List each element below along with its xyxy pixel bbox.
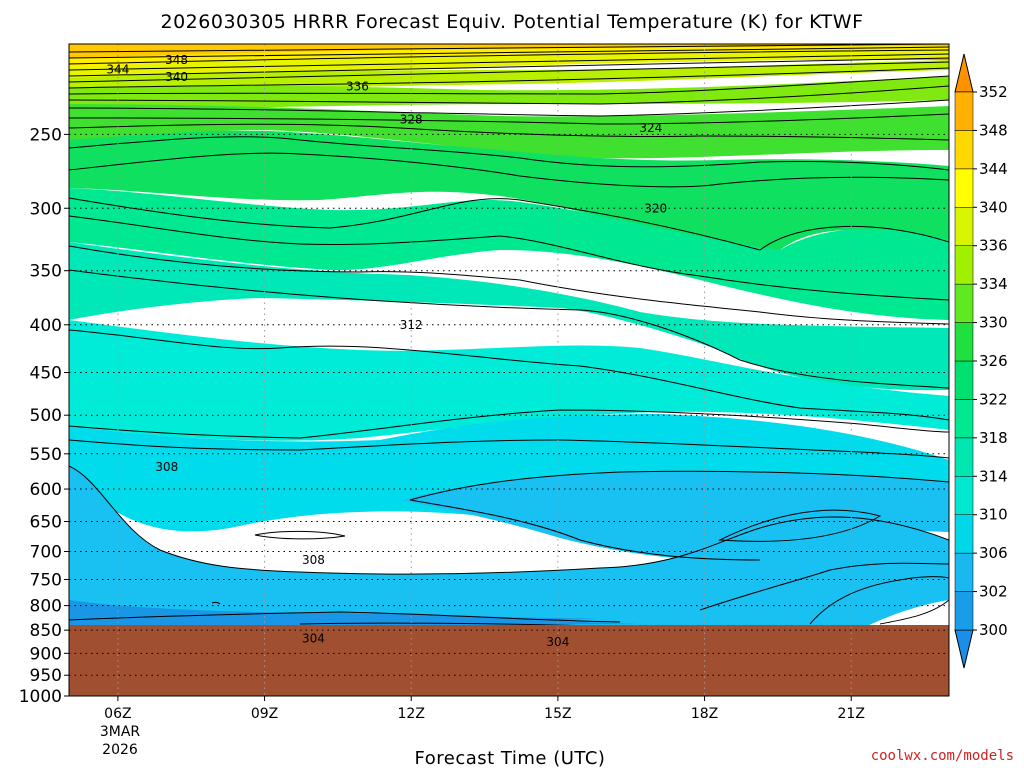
band-312	[69, 320, 949, 441]
colorbar-swatch	[954, 476, 974, 515]
contour-label-text: 320	[644, 201, 667, 215]
y-tick-label: 400	[30, 316, 62, 336]
contour-labels: 348 344 340 336 328 324 320 312 308 308 304 304	[106, 53, 667, 649]
credit-text: coolwx.com/models	[871, 748, 1014, 764]
x-date-year: 2026	[102, 742, 138, 758]
y-tick-label: 300	[30, 199, 62, 219]
colorbar-tick-label: 300	[979, 621, 1008, 639]
colorbar-tick-label: 318	[979, 429, 1008, 447]
contour-label: 328	[400, 113, 423, 127]
y-tick-label: 450	[30, 364, 62, 384]
contour-label: 312	[400, 318, 423, 332]
band-324	[69, 130, 949, 250]
y-tick-label: 950	[30, 666, 62, 686]
x-tick-label: 15Z	[544, 706, 571, 722]
y-tick-label: 250	[30, 125, 62, 145]
contour-label-text: 308	[302, 553, 325, 567]
x-axis: 06Z 09Z 12Z 15Z 18Z 21Z	[104, 696, 865, 722]
colorbar-tick-label: 322	[979, 390, 1008, 408]
x-tick-label: 12Z	[398, 706, 425, 722]
colorbar-tick-label: 326	[979, 352, 1008, 370]
colorbar-tick-label: 330	[979, 314, 1008, 332]
colorbar-tick-label: 352	[979, 83, 1008, 101]
colorbar-swatch	[954, 130, 974, 170]
colorbar-tick-label: 348	[979, 121, 1008, 139]
contour-label: 308	[155, 460, 178, 474]
contour-label-text: 348	[165, 53, 188, 67]
colorbar-swatch	[954, 399, 974, 439]
colorbar-swatch	[954, 283, 974, 323]
contour-label-text: 312	[400, 318, 423, 332]
contour-label-text: 336	[346, 79, 369, 93]
colorbar-arrow-bottom	[954, 629, 974, 669]
x-tick-label: 21Z	[838, 706, 865, 722]
contour-label: 320	[644, 201, 667, 215]
colorbar-tick-label: 306	[979, 544, 1008, 562]
colorbar-swatch	[954, 591, 974, 631]
colorbar-swatch	[954, 514, 974, 554]
colorbar-swatch	[954, 360, 974, 400]
y-tick-label: 900	[30, 644, 62, 664]
colorbar-swatch	[954, 168, 974, 208]
colorbar-swatch	[954, 245, 974, 285]
y-tick-label: 350	[30, 262, 62, 282]
chart-title: 2026030305 HRRR Forecast Equiv. Potentia…	[161, 11, 864, 33]
colorbar-tick-label: 310	[979, 506, 1008, 524]
contour-label-text: 304	[302, 632, 325, 646]
colorbar-tick-label: 340	[979, 198, 1008, 216]
x-tick-label: 09Z	[251, 706, 278, 722]
contour-label: 340	[165, 70, 188, 84]
band-316	[69, 242, 949, 391]
y-tick-label: 550	[30, 445, 62, 465]
contour-label: 324	[639, 121, 662, 135]
contour-label-text: 340	[165, 70, 188, 84]
contour-label-text: 304	[546, 635, 569, 649]
y-tick-label: 500	[30, 406, 62, 426]
grid	[69, 44, 949, 696]
y-tick-label: 750	[30, 570, 62, 590]
y-axis: 250 300 350 400 450 500 550 600 650 700 750 800 850 9…	[19, 125, 69, 707]
x-tick-label: 18Z	[691, 706, 718, 722]
contour-label: 308	[302, 553, 325, 567]
contour-label: 336	[346, 79, 369, 93]
x-tick-label: 06Z	[104, 706, 131, 722]
y-tick-label: 800	[30, 597, 62, 617]
colorbar-arrow-top	[954, 53, 974, 93]
colorbar-swatch	[954, 322, 974, 362]
x-axis-label: Forecast Time (UTC)	[415, 748, 606, 768]
ground-fill	[69, 625, 949, 696]
plot-area	[69, 44, 949, 696]
band-328	[69, 104, 949, 159]
colorbar-swatch	[954, 91, 974, 131]
contour-label: 348	[165, 53, 188, 67]
contour-label: 304	[302, 632, 325, 646]
colorbar-tick-label: 314	[979, 467, 1008, 485]
colorbar-tick-label: 302	[979, 583, 1008, 601]
y-tick-label: 600	[30, 480, 62, 500]
contour-label-text: 324	[639, 121, 662, 135]
band-306	[69, 466, 949, 650]
contour-label: 304	[546, 635, 569, 649]
contour-label-text: 308	[155, 460, 178, 474]
x-date-month: 3MAR	[100, 724, 141, 740]
contour-label-text: 344	[106, 63, 129, 77]
colorbar-tick-label: 334	[979, 275, 1008, 293]
contour-label-text: 328	[400, 113, 423, 127]
colorbar-swatch	[954, 552, 974, 592]
y-tick-label: 850	[30, 621, 62, 641]
colorbar: 300 302 306 310 314 318 322 326 330 334 336 340 344 3…	[954, 53, 1008, 669]
colorbar-swatch	[954, 207, 974, 246]
colorbar-tick-label: 344	[979, 160, 1008, 178]
colorbar-tick-label: 336	[979, 237, 1008, 255]
y-tick-label: 1000	[19, 687, 62, 707]
y-tick-label: 700	[30, 543, 62, 563]
colorbar-swatch	[954, 437, 974, 477]
contour-label: 344	[106, 63, 129, 77]
y-tick-label: 650	[30, 512, 62, 532]
plot-frame	[68, 43, 950, 697]
band-320	[69, 188, 949, 320]
